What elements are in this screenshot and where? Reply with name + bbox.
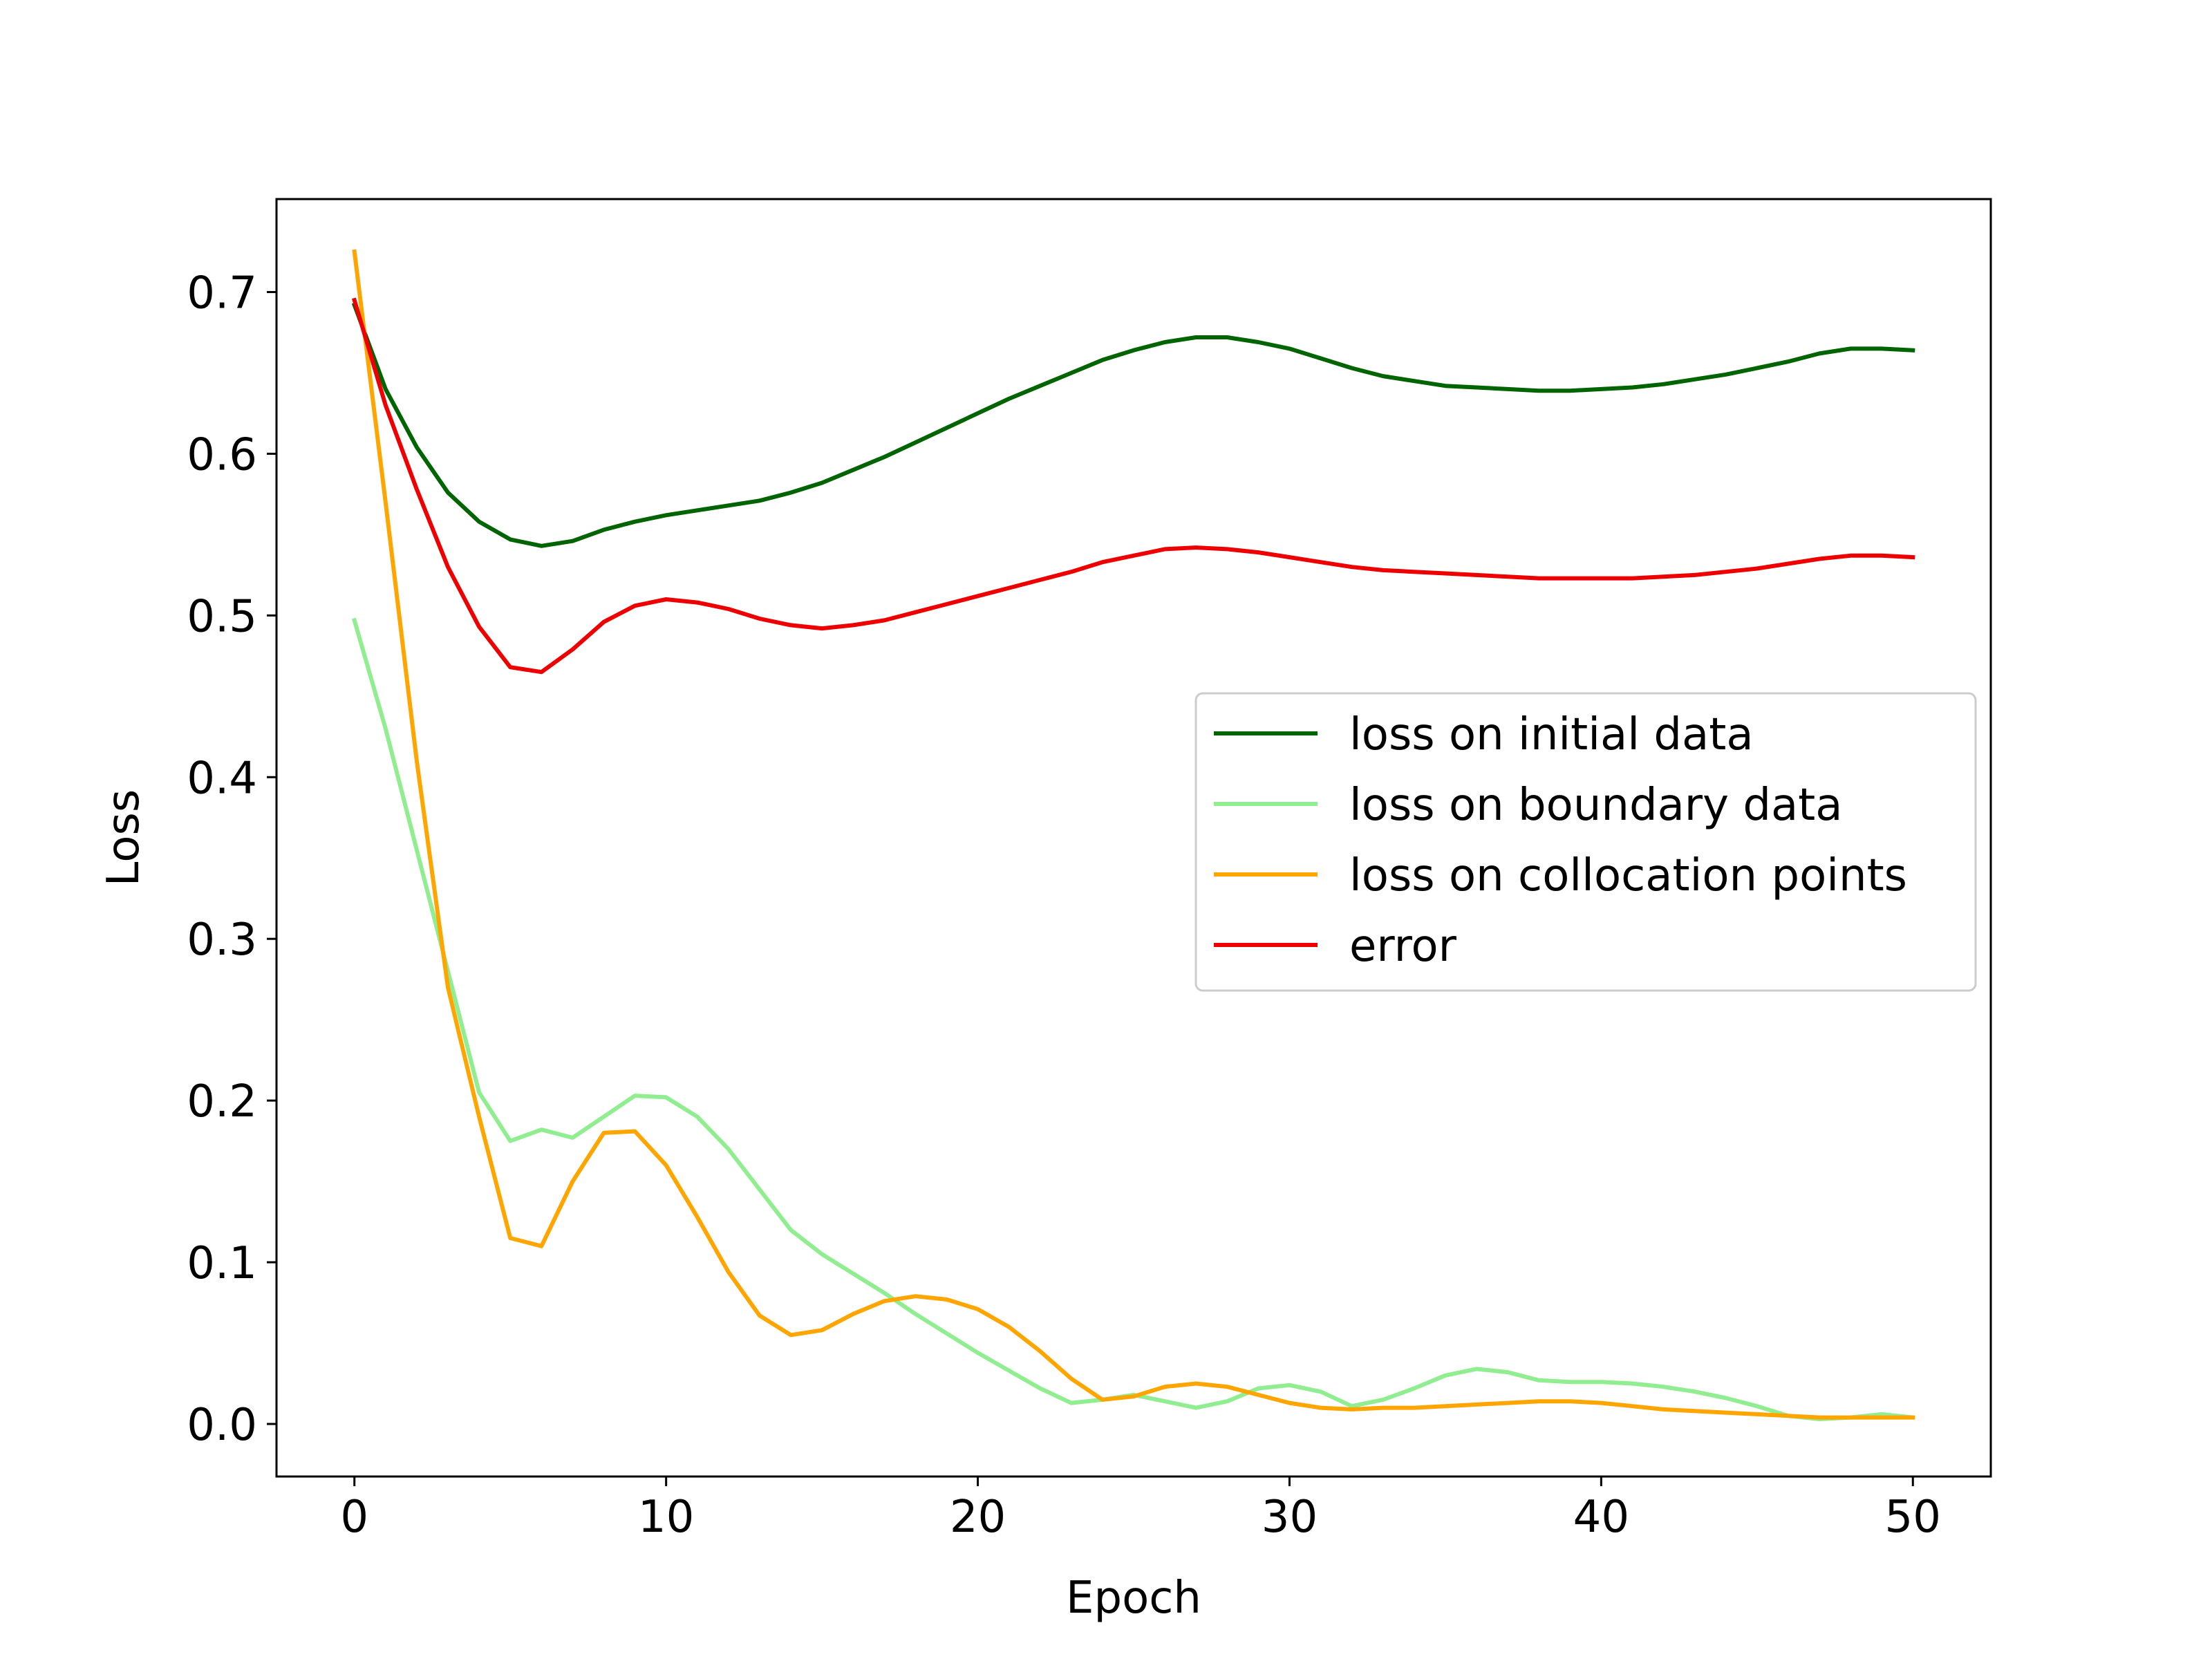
y-tick-label: 0.1 [187,1238,257,1289]
y-axis-ticks: 0.0 0.1 0.2 0.3 0.4 0.5 0.6 0.7 [187,268,276,1451]
legend-label-0: loss on initial data [1349,709,1754,760]
x-axis-title: Epoch [1066,1573,1201,1624]
y-tick-label: 0.7 [187,268,257,319]
legend-box [1194,692,1977,992]
plot-lines [351,249,1915,1421]
x-tick-label: 30 [1262,1492,1318,1543]
x-tick-label: 20 [950,1492,1006,1543]
x-tick-label: 50 [1885,1492,1941,1543]
legend-label-3: error [1349,921,1457,972]
legend: loss on initial data loss on boundary dat… [1194,692,1977,992]
y-axis-title: Loss [98,789,149,886]
series-line-2 [352,249,1915,1420]
series-line-3 [351,297,1915,675]
x-tick-label: 0 [340,1492,368,1543]
legend-label-2: loss on collocation points [1349,850,1907,901]
x-axis-ticks: 0 10 20 30 40 50 [340,1477,1941,1543]
series-line-0 [351,302,1915,548]
y-tick-label: 0.3 [187,915,257,966]
y-tick-label: 0.0 [187,1400,257,1451]
y-tick-label: 0.6 [187,429,257,480]
plot-frame [275,198,1992,1478]
y-tick-label: 0.5 [187,591,257,642]
x-tick-label: 40 [1573,1492,1629,1543]
x-tick-label: 10 [638,1492,694,1543]
y-tick-label: 0.2 [187,1076,257,1127]
y-tick-label: 0.4 [187,753,257,804]
legend-label-1: loss on boundary data [1349,780,1842,831]
